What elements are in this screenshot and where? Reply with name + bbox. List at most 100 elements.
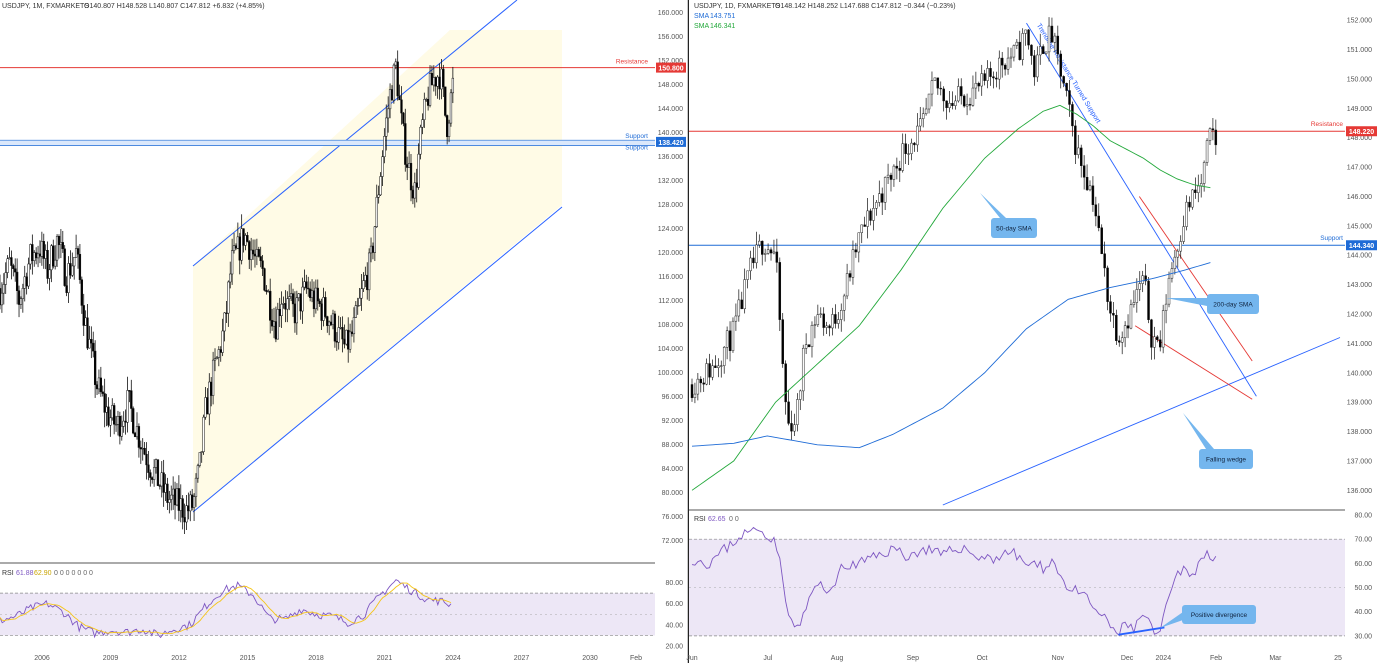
daily-candle-body[interactable] — [804, 344, 808, 349]
candle-body[interactable] — [114, 423, 118, 426]
candle-body[interactable] — [369, 245, 373, 254]
candle-body[interactable] — [261, 260, 264, 269]
daily-candle-body[interactable] — [1050, 25, 1054, 43]
daily-candle-body[interactable] — [1159, 339, 1162, 348]
left-rsi-name[interactable]: RSI — [2, 570, 14, 577]
daily-candle-body[interactable] — [690, 384, 694, 398]
candle-body[interactable] — [46, 250, 49, 279]
candle-body[interactable] — [375, 196, 378, 228]
daily-candle-body[interactable] — [801, 347, 805, 392]
daily-candle-body[interactable] — [1188, 201, 1191, 208]
daily-candle-body[interactable] — [699, 378, 703, 384]
candle-body[interactable] — [274, 321, 278, 340]
daily-candle-body[interactable] — [752, 257, 755, 264]
candle-body[interactable] — [301, 286, 304, 312]
daily-candle-body[interactable] — [1077, 147, 1080, 155]
candle-body[interactable] — [27, 263, 30, 287]
candle-body[interactable] — [227, 281, 230, 314]
candle-body[interactable] — [217, 349, 220, 358]
daily-candle-body[interactable] — [924, 108, 928, 114]
daily-candle-body[interactable] — [1065, 83, 1068, 91]
daily-candle-body[interactable] — [948, 102, 951, 108]
candle-body[interactable] — [257, 249, 260, 257]
candle-body[interactable] — [335, 340, 338, 343]
candle-body[interactable] — [390, 89, 394, 101]
candle-body[interactable] — [107, 406, 110, 426]
candle-body[interactable] — [36, 253, 40, 259]
candle-body[interactable] — [99, 377, 102, 393]
candle-body[interactable] — [44, 250, 47, 259]
daily-candle-body[interactable] — [1062, 76, 1065, 84]
candle-body[interactable] — [253, 253, 257, 257]
daily-candle-body[interactable] — [860, 224, 863, 233]
candle-body[interactable] — [204, 397, 207, 418]
candle-body[interactable] — [206, 397, 209, 415]
left-time-axis[interactable]: 2006 2009 2012 2015 2018 2021 2024 2027 2030 Feb — [34, 655, 642, 662]
daily-candle-body[interactable] — [1103, 253, 1106, 269]
daily-candle-body[interactable] — [1071, 104, 1074, 127]
candle-body[interactable] — [364, 274, 367, 281]
right-rsi-name[interactable]: RSI — [694, 516, 706, 523]
daily-candle-body[interactable] — [1094, 204, 1098, 217]
candle-body[interactable] — [12, 265, 15, 269]
candle-body[interactable] — [149, 472, 152, 478]
daily-candle-body[interactable] — [766, 249, 770, 254]
candle-body[interactable] — [337, 327, 340, 343]
candle-body[interactable] — [238, 236, 241, 261]
daily-candle-body[interactable] — [834, 314, 837, 324]
daily-candle-body[interactable] — [892, 165, 896, 180]
candle-body[interactable] — [411, 189, 415, 199]
candle-body[interactable] — [118, 416, 122, 437]
candle-body[interactable] — [248, 241, 251, 260]
daily-candle-body[interactable] — [968, 104, 972, 106]
daily-candle-body[interactable] — [962, 95, 966, 107]
candle-body[interactable] — [284, 303, 287, 310]
daily-candle-body[interactable] — [1126, 325, 1130, 329]
daily-candle-body[interactable] — [886, 174, 890, 178]
candle-body[interactable] — [23, 276, 26, 289]
daily-candle-body[interactable] — [986, 68, 989, 81]
daily-candle-body[interactable] — [916, 125, 919, 146]
daily-candle-body[interactable] — [731, 320, 735, 351]
candle-body[interactable] — [215, 357, 219, 360]
candle-body[interactable] — [236, 236, 239, 249]
candle-body[interactable] — [341, 327, 344, 340]
daily-candle-body[interactable] — [1056, 35, 1060, 55]
daily-candle-body[interactable] — [898, 168, 902, 171]
daily-candle-body[interactable] — [842, 295, 846, 311]
daily-candle-body[interactable] — [1194, 189, 1197, 193]
candle-body[interactable] — [293, 303, 297, 324]
channel-upper-line[interactable] — [192, 0, 518, 267]
candle-body[interactable] — [135, 426, 139, 438]
daily-candle-body[interactable] — [1150, 319, 1153, 348]
candle-body[interactable] — [61, 242, 64, 250]
candle-body[interactable] — [105, 406, 108, 413]
candle-body[interactable] — [417, 153, 420, 188]
daily-candle-body[interactable] — [1135, 289, 1139, 303]
candle-body[interactable] — [269, 290, 272, 321]
daily-candle-body[interactable] — [725, 330, 729, 348]
candle-body[interactable] — [444, 86, 447, 116]
daily-candle-body[interactable] — [693, 393, 697, 398]
candle-body[interactable] — [354, 305, 357, 318]
candle-body[interactable] — [415, 182, 418, 188]
candle-body[interactable] — [318, 300, 321, 305]
candle-body[interactable] — [208, 381, 211, 415]
candle-body[interactable] — [221, 330, 224, 353]
candle-body[interactable] — [42, 241, 45, 259]
daily-candle-body[interactable] — [763, 253, 767, 255]
daily-candle-body[interactable] — [778, 262, 782, 320]
candle-body[interactable] — [434, 77, 437, 87]
candle-body[interactable] — [303, 281, 306, 288]
daily-candle-body[interactable] — [904, 143, 907, 154]
candle-body[interactable] — [162, 472, 165, 493]
daily-candle-body[interactable] — [883, 177, 887, 203]
daily-candle-body[interactable] — [989, 68, 992, 77]
wedge-upper-line[interactable] — [1138, 196, 1253, 362]
candle-body[interactable] — [267, 290, 270, 293]
candle-body[interactable] — [451, 77, 455, 94]
candle-body[interactable] — [189, 494, 192, 512]
daily-candle-body[interactable] — [1106, 267, 1109, 302]
daily-candle-body[interactable] — [848, 273, 852, 278]
candle-body[interactable] — [288, 296, 291, 299]
